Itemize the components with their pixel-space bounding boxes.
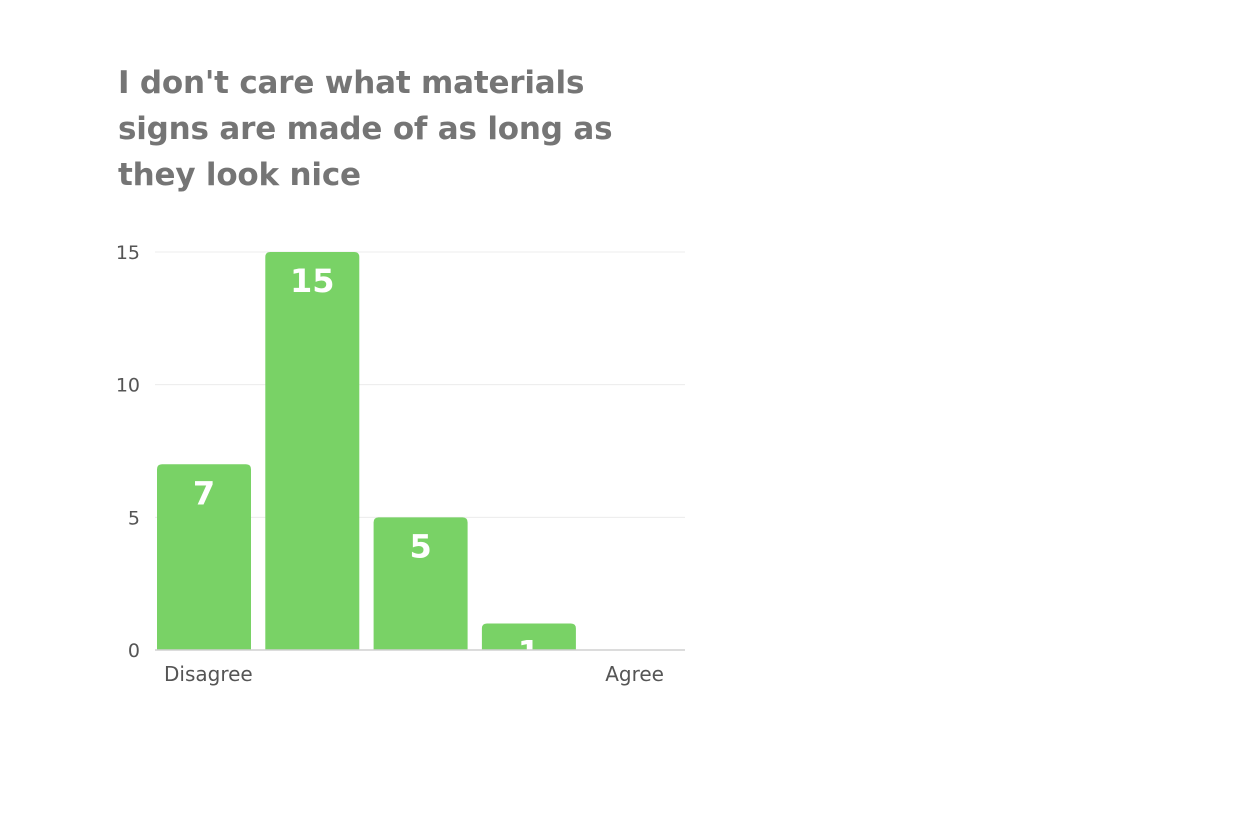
y-tick-label: 5 — [128, 507, 140, 529]
bar — [157, 464, 251, 650]
bar — [481, 623, 576, 650]
y-axis-ticks: 0 5 10 15 — [116, 242, 140, 662]
y-tick-label: 10 — [116, 375, 140, 397]
bars: 7 15 5 1 — [157, 252, 576, 671]
scale-label-agree: Agree — [605, 662, 664, 686]
scale-label-disagree: Disagree — [164, 662, 253, 686]
chart-title: I don't care what materials signs are ma… — [118, 65, 613, 193]
bar — [265, 252, 360, 650]
bar-value-label: 7 — [193, 474, 215, 512]
bar-value-label: 5 — [409, 527, 431, 565]
bar — [373, 517, 468, 650]
y-tick-label: 15 — [116, 242, 140, 264]
bar-value-label: 15 — [290, 262, 335, 300]
bar-value-label: 1 — [518, 633, 540, 671]
y-tick-label: 0 — [128, 640, 140, 662]
